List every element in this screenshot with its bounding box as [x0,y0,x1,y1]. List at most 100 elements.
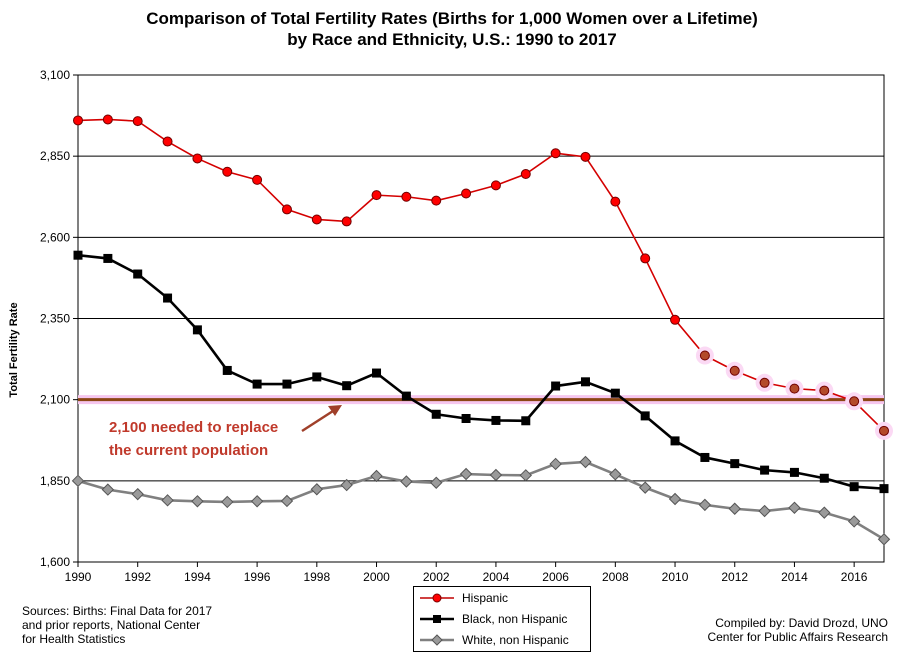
annotation-arrow-head [328,405,342,416]
white-point [430,476,443,489]
black-point [760,465,770,475]
black-point [730,459,740,469]
legend-label-white: White, non Hispanic [462,633,569,647]
black-point [700,452,710,462]
x-tick-label: 2006 [542,570,569,584]
black-point [610,388,620,398]
source-line2: and prior reports, National Center [22,618,201,632]
black-point [73,250,83,260]
legend-item-hispanic: Hispanic [414,588,590,608]
hispanic-point [580,151,591,162]
white-point [250,495,264,508]
hispanic-point [222,166,233,177]
black-point [819,473,829,483]
hispanic-point [73,115,83,126]
x-tick-label: 2010 [662,570,689,584]
hispanic-point [849,396,860,407]
hispanic-point [789,383,800,394]
white-point [161,494,174,507]
white-point [668,492,682,506]
white-point [489,468,503,482]
series-line-1 [77,253,885,490]
hispanic-point [341,216,352,227]
hispanic-point [431,195,442,206]
white-point [758,504,771,518]
black-point [163,293,173,303]
hispanic-point [729,365,740,376]
hispanic-point [550,148,561,159]
white-point [818,506,831,519]
hispanic-point [490,180,501,191]
white-point [101,483,115,496]
series-line-0 [77,118,885,432]
black-point [342,381,352,391]
x-tick-label: 2002 [423,570,450,584]
credit-line2: Center for Public Affairs Research [707,630,888,644]
black-point [491,415,501,425]
hispanic-point [699,350,710,361]
chart-title: Comparison of Total Fertility Rates (Bir… [0,8,904,50]
x-tick-label: 1998 [303,570,330,584]
chart-title-line2: by Race and Ethnicity, U.S.: 1990 to 201… [287,30,617,49]
white-point [519,469,532,482]
black-point [133,269,143,279]
black-point [401,391,411,401]
y-tick-label: 1,600 [40,555,70,569]
hispanic-point [819,385,830,396]
x-tick-label: 1990 [65,570,92,584]
y-tick-label: 1,850 [40,474,70,488]
legend-item-black: Black, non Hispanic [414,609,590,629]
annotation-arrow-shaft [301,409,334,433]
black-point [640,411,650,421]
source-line1: Sources: Births: Final Data for 2017 [22,604,213,618]
credit-line1: Compiled by: David Drozd, UNO [715,616,888,630]
hispanic-point [879,425,889,436]
legend-label-black: Black, non Hispanic [462,612,568,626]
x-tick-label: 2004 [483,570,510,584]
hispanic-point [252,174,263,185]
series-line-2 [77,460,885,541]
hispanic-point [759,377,770,388]
x-tick-label: 2016 [841,570,868,584]
source-line3: for Health Statistics [22,632,126,646]
white-point [310,483,324,496]
y-tick-label: 2,350 [40,312,70,326]
white-point [788,501,801,514]
black-point [431,409,441,419]
white-point [280,494,294,508]
black-point [580,377,590,387]
white-point [698,498,712,512]
hispanic-point [192,153,203,164]
y-tick-label: 3,100 [40,68,70,82]
y-tick-label: 2,100 [40,393,70,407]
annotation-line1: 2,100 needed to replace [109,419,278,436]
white-point [221,495,234,509]
hispanic-point [640,253,651,264]
white-point [340,478,353,492]
credit-note: Compiled by: David Drozd, UNO Center for… [707,616,888,644]
legend-label-hispanic: Hispanic [462,591,509,605]
hispanic-point [670,314,681,325]
legend: Hispanic Black, non Hispanic White, non … [413,586,591,652]
hispanic-point [520,169,531,180]
black-point [372,368,382,378]
x-tick-label: 1994 [184,570,211,584]
white-point [370,469,383,483]
legend-swatch-hispanic [420,593,454,603]
hispanic-point [461,188,472,199]
x-tick-label: 2012 [721,570,748,584]
source-note: Sources: Births: Final Data for 2017 and… [22,604,212,646]
black-point [849,482,859,492]
y-tick-label: 2,850 [40,149,70,163]
white-point [400,475,413,488]
legend-swatch-white [420,634,454,646]
x-tick-label: 1992 [124,570,151,584]
hispanic-point [102,114,113,125]
black-point [461,413,471,423]
legend-swatch-black [420,615,454,623]
black-point [282,379,292,389]
white-point [549,457,562,471]
white-point [459,467,473,481]
legend-item-white: White, non Hispanic [414,630,590,650]
y-tick-label: 2,600 [40,230,70,244]
